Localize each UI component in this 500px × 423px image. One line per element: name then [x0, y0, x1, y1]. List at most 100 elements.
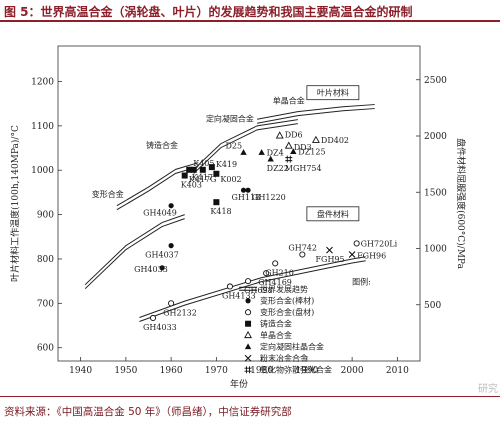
data-label-k002: K002 [220, 175, 241, 184]
legend-marker-6 [244, 354, 252, 362]
trend-ds-line [193, 119, 298, 170]
trend-disk-line [139, 260, 366, 322]
x-tick-label: 1960 [160, 366, 183, 376]
data-point-dz22 [267, 155, 274, 162]
legend-item-1: 变形合金(棒材) [260, 296, 314, 306]
data-point-dd3 [284, 141, 293, 149]
data-point-dd402 [311, 135, 320, 143]
data-point-mgh754 [285, 155, 293, 163]
legend-marker-2 [244, 309, 252, 316]
trend-label-wrought: 变形合金 [92, 189, 124, 199]
data-point-gh4033 [159, 265, 165, 271]
x-tick-label: 1970 [205, 366, 228, 376]
data-label-dz4: DZ4 [267, 148, 284, 157]
data-point-dd6 [275, 131, 284, 139]
legend-item-0: 世界发展趋势 [260, 284, 308, 294]
data-point-k417g [199, 166, 206, 173]
data-label-k403: K403 [181, 181, 202, 190]
legend-item-4: 单晶合金 [260, 330, 292, 340]
x-tick-label: 2000 [341, 366, 364, 376]
boxed-label-disk-box [306, 206, 360, 222]
data-label-gh4037: GH4037 [145, 251, 179, 260]
trend-wrought-line [84, 214, 185, 286]
y-left-tick-label: 900 [37, 211, 54, 221]
y-left-tick-label: 700 [37, 299, 54, 309]
data-label-k417g: K417G [189, 175, 217, 184]
trend-sc-line [257, 104, 375, 120]
data-point-gh698 [244, 278, 252, 285]
legend-item-6: 粉末冶金合金 [260, 353, 308, 363]
data-label-dd6: DD6 [285, 131, 303, 140]
data-point-gh742 [299, 251, 306, 258]
legend-marker-7 [244, 366, 252, 374]
x-tick-label: 1980 [250, 366, 273, 376]
data-label-d25: D25 [226, 141, 243, 150]
x-tick-label: 2010 [386, 366, 409, 376]
figure-header: 图 5：世界高温合金（涡轮盘、叶片）的发展趋势和我国主要高温合金的研制 [0, 0, 500, 22]
data-label-mgh754: MGH754 [285, 164, 322, 173]
data-point-gh210 [272, 260, 279, 267]
data-point-dz4 [258, 149, 265, 155]
x-tick-label: 1950 [114, 366, 137, 376]
y-left-tick-label: 1000 [31, 166, 54, 176]
trend-sc-line [257, 108, 375, 124]
source-note: 资料来源：《中国高温合金 50 年》（师昌绪），中信证券研究部 [4, 406, 292, 418]
y-left-tick-label: 800 [37, 255, 54, 265]
data-point-gh118 [240, 187, 247, 193]
data-label-gh118: GH118 [232, 193, 261, 202]
legend-marker-5 [244, 343, 252, 350]
data-label-gh698: GH698 [244, 286, 273, 295]
y-right-axis-label: 盘件材料屈服强度(600°C)/MPa [455, 138, 467, 269]
legend-title: 图例: [352, 277, 371, 287]
data-label-gh2132: GH2132 [163, 308, 197, 317]
data-label-gh4033: GH4033 [143, 323, 177, 332]
x-tick-label: 1940 [69, 366, 92, 376]
y-left-tick-label: 600 [37, 344, 54, 354]
data-point-k403 [181, 172, 188, 179]
legend-marker-4 [244, 330, 253, 339]
boxed-label-blade-box [306, 85, 360, 101]
legend-item-7: 氧化物弥散强化合金 [260, 365, 332, 375]
data-label-gh720li: GH720Li [361, 239, 398, 248]
data-label-gh4169: GH4169 [258, 278, 292, 287]
trend-label-directional: 定向凝固合金 [206, 113, 254, 123]
data-label-k418: K418 [210, 207, 231, 216]
data-label-gh1220: GH1220 [252, 193, 286, 202]
x-axis-label: 年份 [230, 378, 248, 390]
data-label-gh742: GH742 [288, 244, 317, 253]
legend-marker-3 [245, 320, 252, 327]
data-point-gh4133 [226, 283, 233, 290]
figure-title: 图 5：世界高温合金（涡轮盘、叶片）的发展趋势和我国主要高温合金的研制 [4, 5, 413, 19]
y-right-tick-label: 1000 [424, 245, 447, 255]
trend-cast-line [116, 162, 199, 207]
trend-label-cast: 铸造合金 [146, 140, 178, 150]
legend-marker-1 [245, 298, 251, 304]
data-point-gh4169 [263, 270, 270, 277]
legend-item-3: 铸造合金 [260, 319, 292, 329]
data-point-k405 [186, 166, 193, 173]
x-tick-label: 1990 [295, 366, 318, 376]
data-label-dz125: DZ125 [298, 148, 325, 157]
figure-footer: 资料来源：《中国高温合金 50 年》（师昌绪），中信证券研究部 [0, 396, 500, 423]
data-point-gh720li [353, 240, 360, 247]
data-point-fgh96 [348, 251, 356, 258]
data-point-gh1220 [245, 187, 251, 193]
superalloy-chart: 1940 1950 1960 1970 1980 1990 2000 2010 600 700 80… [9, 45, 467, 390]
boxed-label-disk: 盘件材料 [317, 209, 349, 219]
data-point-gh4049 [168, 203, 174, 209]
data-label-gh4049: GH4049 [143, 209, 177, 218]
data-point-gh4033 [149, 314, 157, 322]
trend-ds-line [193, 123, 298, 174]
data-label-gh4033: GH4033 [134, 265, 168, 274]
trend-wrought-line [84, 218, 185, 290]
data-label-dd402: DD402 [321, 136, 349, 145]
data-point-k002 [213, 170, 220, 177]
trend-label-single-crystal: 单晶合金 [273, 96, 305, 106]
data-label-k405: K405 [193, 159, 214, 168]
y-right-tick-label: 2500 [424, 76, 447, 86]
data-point-gh4037 [168, 243, 174, 249]
y-left-tick-label: 1100 [31, 122, 54, 132]
data-label-gh210: GH210 [265, 268, 294, 277]
legend-item-5: 定向凝固柱晶合金 [260, 342, 324, 352]
watermark-text: 研究 [478, 384, 498, 395]
